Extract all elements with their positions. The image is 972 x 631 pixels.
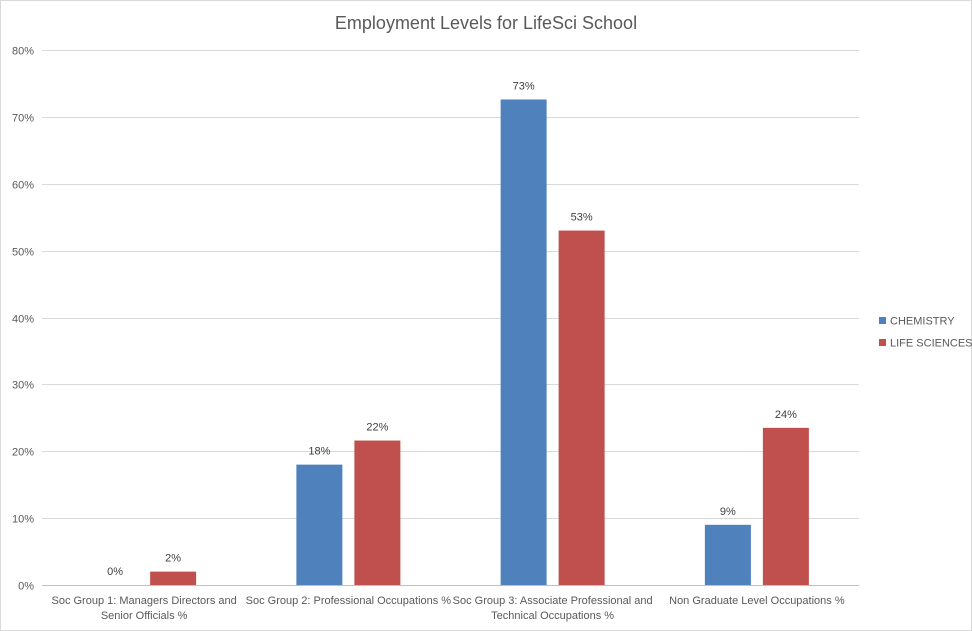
data-labels: 0% 18% 73% 9% 2% 22% 53% 24% [107,80,797,578]
bar-chemistry [500,99,547,586]
data-label: 2% [165,553,181,565]
legend: CHEMISTRY LIFE SCIENCES [879,316,972,350]
data-label: 9% [720,506,736,518]
x-axis-categories: Soc Group 1: Managers Directors and Senio… [51,595,844,622]
y-tick-label: 10% [12,514,34,526]
data-label: 24% [775,409,797,421]
bars [150,99,809,586]
bar-life-sciences [762,427,809,585]
bar-life-sciences [150,571,197,585]
data-label: 0% [107,566,123,578]
x-category-label: Senior Officials % [101,610,188,622]
legend-label: CHEMISTRY [890,316,955,328]
x-category-label: Technical Occupations % [491,610,614,622]
x-category-label: Soc Group 1: Managers Directors and [51,595,236,607]
legend-swatch [879,339,886,346]
data-label: 53% [571,212,593,224]
bar-chemistry [296,464,343,585]
x-category-label: Soc Group 3: Associate Professional and [453,595,653,607]
y-tick-label: 40% [12,314,34,326]
data-label: 73% [513,80,535,92]
y-tick-label: 50% [12,247,34,259]
y-axis-ticks: 0% 10% 20% 30% 40% 50% 60% 70% 80% [12,46,34,593]
bar-life-sciences [354,440,401,585]
gridlines [42,50,859,586]
legend-swatch [879,317,886,324]
y-tick-label: 70% [12,113,34,125]
x-category-label: Soc Group 2: Professional Occupations % [246,595,452,607]
chart-title: Employment Levels for LifeSci School [335,13,637,33]
y-tick-label: 0% [18,581,34,593]
y-tick-label: 20% [12,447,34,459]
y-tick-label: 60% [12,180,34,192]
bar-life-sciences [558,230,605,585]
x-category-label: Non Graduate Level Occupations % [669,595,845,607]
bar-chemistry [704,524,751,585]
y-tick-label: 30% [12,380,34,392]
data-label: 18% [308,446,330,458]
y-tick-label: 80% [12,46,34,58]
data-label: 22% [366,422,388,434]
legend-label: LIFE SCIENCES [890,338,972,350]
